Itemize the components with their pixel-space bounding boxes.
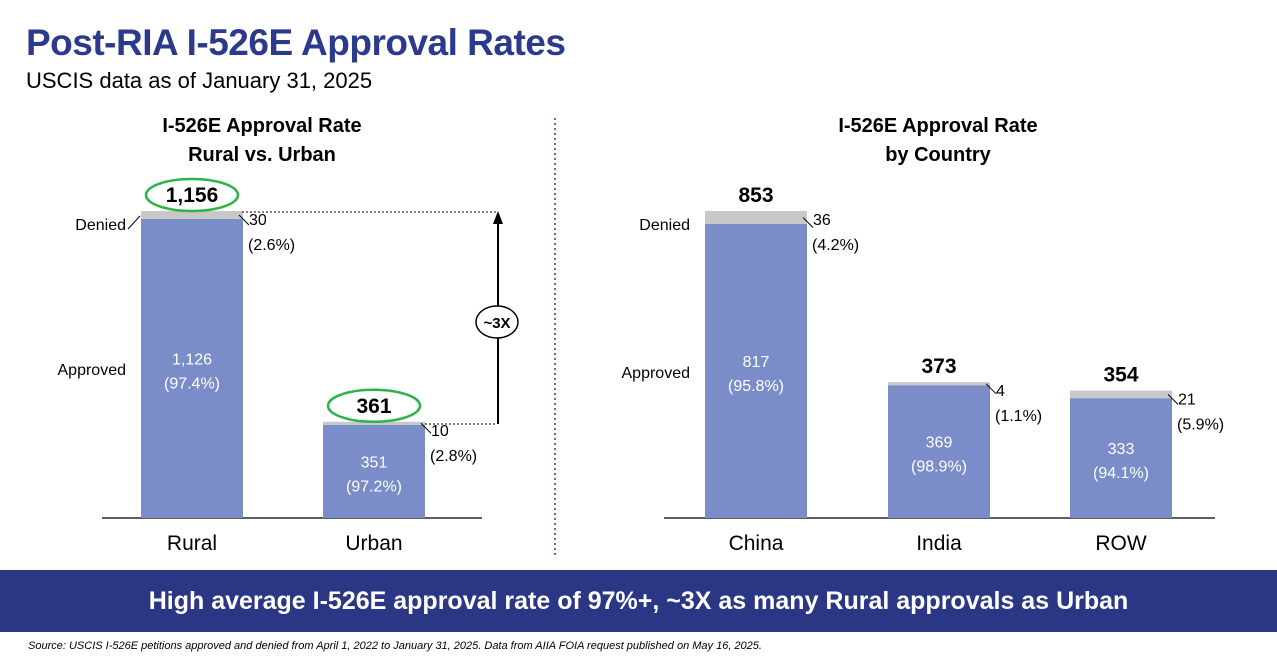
ratio-badge: [475, 305, 519, 339]
bar-approved-rural: [141, 218, 243, 518]
total-value-label: 1,156: [166, 184, 219, 207]
denied-value-label: 21: [1178, 392, 1196, 409]
bar-denied-urban: [323, 421, 425, 425]
approved-value-label: 369: [926, 435, 953, 452]
bars-group: 1,126 (97.4%) 30 (2.6%) 1,156 Rural 351 (97.2%)…: [141, 177, 477, 555]
total-highlight-ellipse: [144, 177, 240, 213]
denied-pct-label: (2.8%): [430, 448, 477, 465]
bar-denied-row: [1070, 390, 1172, 399]
approved-value-label: 333: [1108, 441, 1135, 458]
bar-denied-china: [705, 211, 807, 224]
page-subtitle: USCIS data as of January 31, 2025: [26, 68, 373, 93]
approved-value-label: 351: [361, 454, 388, 471]
bar-denied-rural: [141, 211, 243, 219]
legend-denied-label: Denied: [75, 217, 126, 234]
category-label: ROW: [1095, 532, 1147, 555]
denied-value-label: 30: [249, 212, 267, 229]
total-value-label: 354: [1103, 364, 1138, 387]
charts-area: I-526E Approval Rate Rural vs. Urban Den…: [58, 115, 1225, 555]
legend-denied-label: Denied: [639, 217, 690, 234]
category-label: India: [916, 532, 962, 555]
summary-banner: High average I-526E approval rate of 97%…: [0, 570, 1277, 632]
denied-leader-line: [127, 215, 141, 230]
total-value-label: 373: [921, 355, 956, 378]
approved-value-label: 1,126: [172, 351, 212, 368]
denied-pct-label: (4.2%): [812, 237, 859, 254]
chart-title-line1: I-526E Approval Rate: [838, 115, 1037, 137]
approved-value-label: 817: [743, 354, 770, 371]
bar-denied-india: [888, 382, 990, 386]
chart-by-country: I-526E Approval Rate by Country Denied A…: [622, 115, 1225, 555]
approved-pct-label: (97.4%): [164, 375, 220, 392]
category-label: Urban: [345, 532, 402, 555]
bar-approved-china: [705, 223, 807, 519]
chart-rural-urban: I-526E Approval Rate Rural vs. Urban Den…: [58, 115, 519, 555]
denied-label-leader: [1167, 394, 1179, 405]
denied-label-leader: [985, 383, 997, 395]
chart-title-line1: I-526E Approval Rate: [162, 115, 361, 137]
total-value-label: 853: [738, 184, 773, 207]
ratio-arrow-head: [493, 211, 503, 224]
source-footnote: Source: USCIS I-526E petitions approved …: [28, 640, 762, 652]
bar-approved-urban: [323, 424, 425, 518]
approved-pct-label: (94.1%): [1093, 465, 1149, 482]
page-title: Post-RIA I-526E Approval Rates: [26, 22, 566, 63]
denied-label-leader: [238, 214, 250, 226]
chart-title-line2: by Country: [885, 144, 991, 166]
bar-approved-row: [1070, 398, 1172, 518]
denied-value-label: 4: [996, 383, 1005, 400]
denied-pct-label: (1.1%): [995, 408, 1042, 425]
legend-approved-label: Approved: [622, 365, 691, 382]
bar-approved-india: [888, 385, 990, 518]
chart-title-line2: Rural vs. Urban: [188, 144, 336, 166]
approved-pct-label: (98.9%): [911, 459, 967, 476]
denied-value-label: 10: [431, 423, 449, 440]
category-label: China: [729, 532, 784, 555]
denied-value-label: 36: [813, 212, 831, 229]
denied-label-leader: [420, 422, 432, 434]
total-value-label: 361: [356, 395, 391, 418]
bars-group: 817 (95.8%) 36 (4.2%) 853 China 369 (98.9%) 4 (1.…: [705, 184, 1224, 555]
approved-pct-label: (97.2%): [346, 478, 402, 495]
ratio-label: ~3X: [483, 315, 510, 332]
denied-pct-label: (5.9%): [1177, 417, 1224, 434]
total-highlight-ellipse: [326, 388, 422, 424]
legend-approved-label: Approved: [58, 362, 127, 379]
category-label: Rural: [167, 532, 217, 555]
denied-label-leader: [802, 217, 814, 228]
approved-pct-label: (95.8%): [728, 378, 784, 395]
denied-pct-label: (2.6%): [248, 237, 295, 254]
